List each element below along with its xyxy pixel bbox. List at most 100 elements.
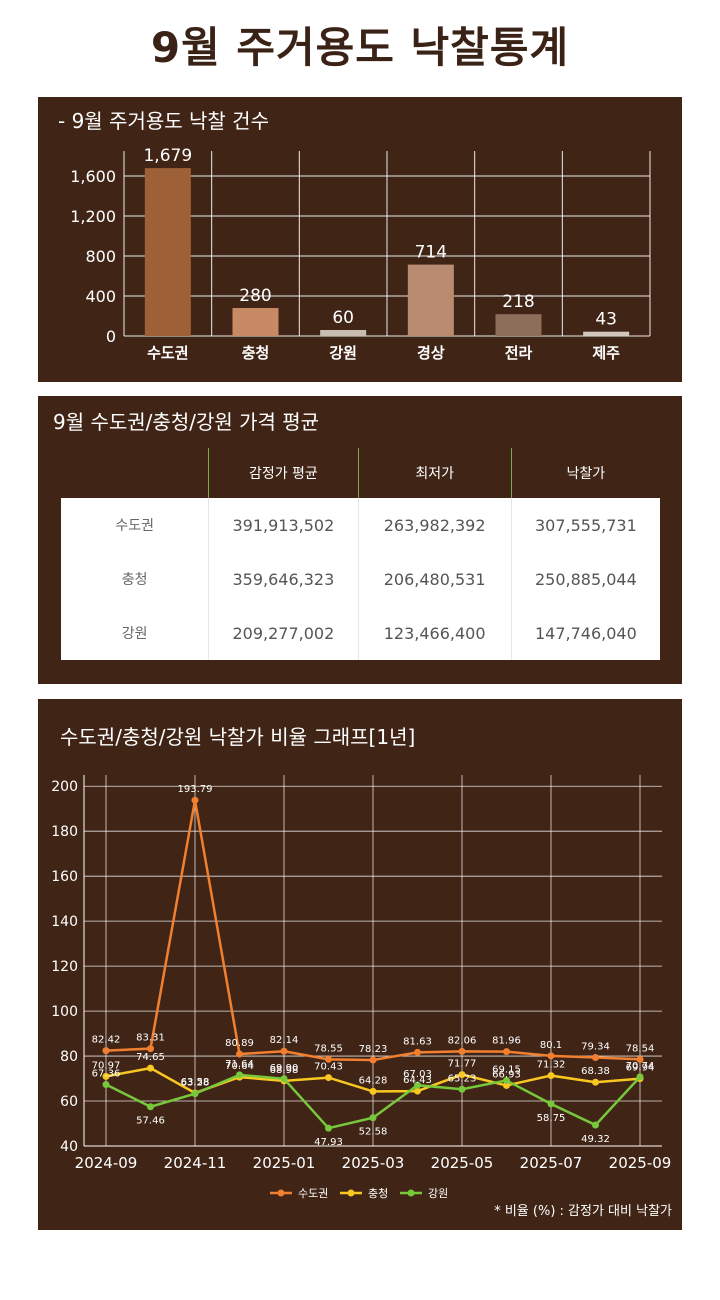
legend-marker: [407, 1189, 415, 1197]
x-tick-label: 충청: [242, 344, 270, 362]
data-label: 83.31: [136, 1033, 165, 1044]
data-point: [102, 1047, 110, 1055]
cell-minimum: 206,480,531: [357, 552, 511, 606]
data-point: [236, 1071, 243, 1079]
data-label: 70.43: [314, 1062, 343, 1073]
bar: [320, 330, 367, 336]
data-label: 49.32: [581, 1134, 610, 1145]
y-tick-label: 40: [60, 1139, 78, 1155]
bar: [495, 314, 542, 336]
data-point: [503, 1081, 510, 1089]
data-label: 82.14: [270, 1035, 299, 1046]
data-point: [325, 1074, 332, 1082]
data-point: [102, 1072, 110, 1080]
data-label: 68.38: [581, 1066, 610, 1077]
y-tick-label: 1,600: [70, 167, 116, 186]
cell-minimum: 263,982,392: [357, 498, 511, 552]
page-title: 9월 주거용도 낙찰통계: [150, 23, 570, 72]
data-point: [147, 1064, 154, 1072]
data-point: [280, 1047, 288, 1055]
data-label: 78.55: [314, 1043, 343, 1054]
header-minimum: 최저가: [357, 448, 511, 498]
data-label: 69.94: [626, 1063, 655, 1074]
x-tick-label: 2025-01: [253, 1154, 316, 1172]
bar-value-label: 218: [502, 292, 534, 312]
data-label: 70.74: [626, 1061, 655, 1072]
data-point: [458, 1047, 466, 1055]
data-label: 81.96: [492, 1036, 521, 1047]
bar-chart: 0 400 800 1,200 1,600 1,679 수도권 280 충청 60 강원 714 경상 2…: [70, 146, 651, 362]
data-label: 70.64: [225, 1061, 254, 1072]
data-label: 52.58: [359, 1127, 388, 1138]
cell-appraisal: 209,277,002: [208, 606, 357, 660]
data-point: [592, 1054, 599, 1062]
data-label: 67.03: [403, 1069, 432, 1080]
data-point: [636, 1055, 644, 1063]
y-tick-label: 1,200: [70, 207, 116, 226]
data-point: [102, 1080, 110, 1088]
data-point: [458, 1085, 466, 1093]
data-point: [458, 1071, 466, 1079]
data-label: 47.93: [314, 1137, 343, 1148]
data-label: 58.75: [537, 1113, 566, 1124]
data-point: [503, 1076, 510, 1084]
x-tick-label: 2024-11: [164, 1154, 227, 1172]
bar-value-label: 1,679: [143, 146, 192, 166]
data-point: [369, 1087, 377, 1095]
table-row: 수도권 391,913,502 263,982,392 307,555,731: [61, 498, 660, 552]
data-point: [191, 1090, 199, 1098]
y-tick-label: 80: [60, 1049, 78, 1065]
data-point: [414, 1081, 421, 1089]
legend-label: 강원: [428, 1187, 448, 1199]
table-row: 충청 359,646,323 206,480,531 250,885,044: [61, 552, 660, 606]
bar-value-label: 280: [239, 286, 271, 306]
line-chart-title: 수도권/충청/강원 낙찰가 비율 그래프[1년]: [60, 725, 416, 749]
x-tick-label: 2025-09: [609, 1154, 672, 1172]
bar: [144, 168, 191, 336]
data-label: 65.23: [448, 1073, 477, 1084]
x-tick-label: 제주: [592, 344, 620, 362]
bar: [583, 331, 630, 336]
table-body: 수도권 391,913,502 263,982,392 307,555,731 …: [61, 498, 660, 660]
data-point: [503, 1048, 510, 1056]
data-point: [236, 1050, 243, 1058]
data-point: [147, 1045, 154, 1053]
data-point: [191, 796, 199, 804]
x-tick-label: 2024-09: [75, 1154, 138, 1172]
data-point: [147, 1103, 154, 1111]
data-point: [325, 1124, 332, 1132]
data-label: 78.54: [626, 1043, 655, 1054]
legend-marker: [277, 1189, 285, 1197]
y-tick-label: 120: [51, 959, 78, 975]
y-tick-label: 200: [51, 779, 78, 795]
y-tick-label: 180: [51, 824, 78, 840]
x-tick-label: 2025-07: [520, 1154, 583, 1172]
data-label: 69.90: [270, 1063, 299, 1074]
data-point: [636, 1073, 644, 1081]
data-point: [547, 1052, 555, 1060]
data-label: 67.36: [92, 1068, 121, 1079]
y-tick-label: 800: [85, 247, 116, 266]
data-label: 70.97: [92, 1060, 121, 1071]
data-label: 82.42: [92, 1035, 121, 1046]
x-tick-label: 경상: [417, 344, 445, 362]
data-label: 63.28: [181, 1078, 210, 1089]
y-tick-label: 400: [85, 287, 116, 306]
bar: [407, 264, 454, 336]
data-label: 71.77: [448, 1059, 477, 1070]
price-table-title: 9월 수도권/충청/강원 가격 평균: [53, 410, 320, 434]
data-point: [325, 1055, 332, 1063]
cell-winning: 250,885,044: [510, 552, 660, 606]
data-point: [414, 1048, 421, 1056]
row-region: 충청: [121, 572, 148, 588]
header-winning: 낙찰가: [510, 448, 660, 498]
legend-label: 충청: [368, 1187, 388, 1199]
data-label: 193.79: [178, 784, 213, 795]
row-region: 강원: [121, 626, 148, 642]
cell-appraisal: 391,913,502: [208, 498, 357, 552]
bar-value-label: 60: [332, 308, 354, 328]
data-point: [592, 1078, 599, 1086]
data-label: 80.89: [225, 1038, 254, 1049]
data-label: 80.1: [540, 1040, 562, 1051]
data-label: 64.28: [359, 1075, 388, 1086]
